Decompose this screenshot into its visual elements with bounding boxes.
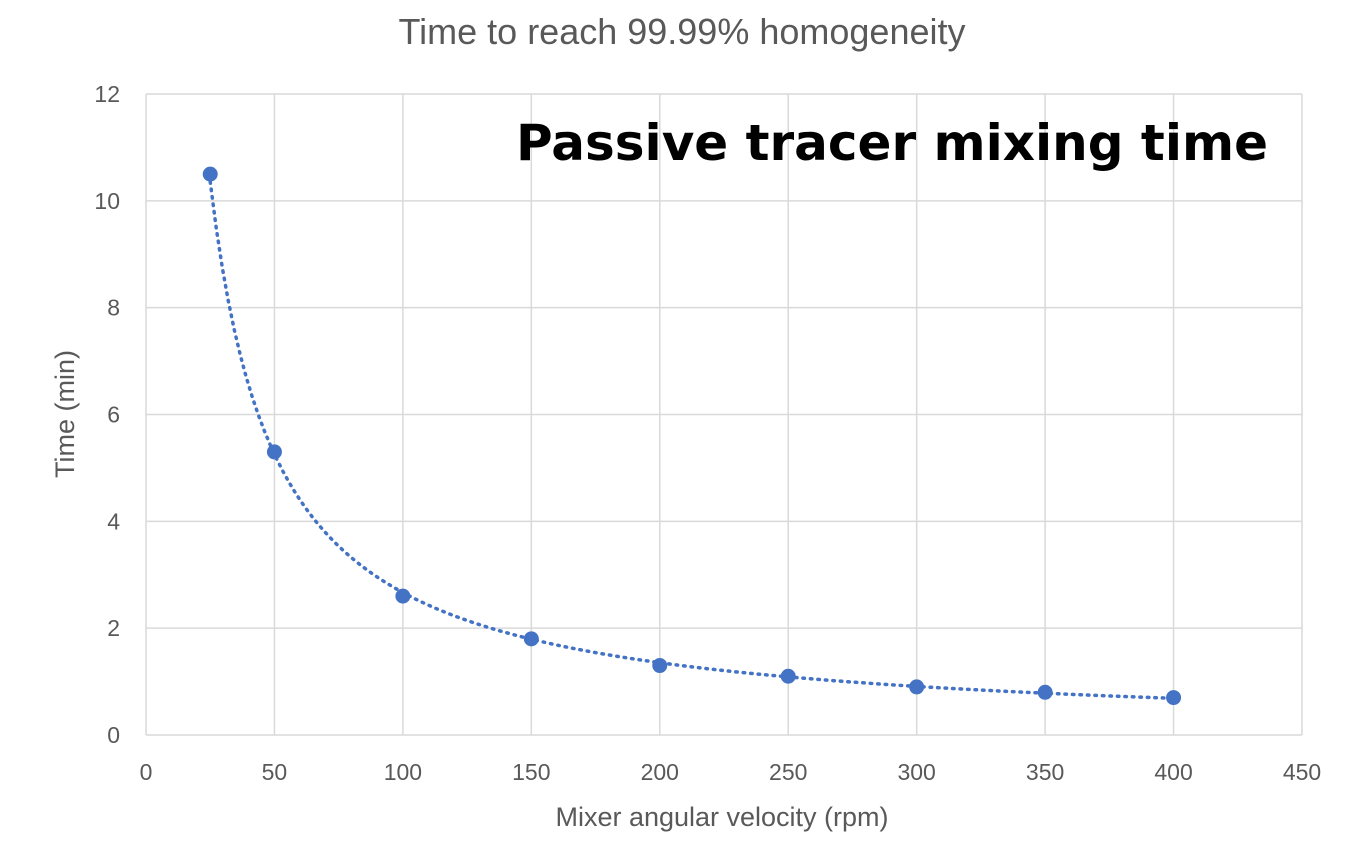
data-point — [780, 668, 796, 684]
y-tick-label: 0 — [107, 722, 120, 748]
x-tick-label: 450 — [1283, 759, 1321, 785]
x-tick-label: 250 — [769, 759, 807, 785]
chart-title: Time to reach 99.99% homogeneity — [399, 11, 966, 52]
trendline-layer — [208, 179, 1176, 701]
data-point — [1037, 684, 1053, 700]
data-point — [266, 444, 282, 460]
power-trendline — [208, 179, 1176, 701]
data-point — [523, 631, 539, 647]
chart-annotation: Passive tracer mixing time — [516, 114, 1268, 172]
x-tick-label: 150 — [512, 759, 550, 785]
x-tick-label: 50 — [262, 759, 288, 785]
x-axis-title: Mixer angular velocity (rpm) — [555, 802, 888, 832]
data-point — [652, 658, 668, 674]
x-tick-label: 350 — [1026, 759, 1064, 785]
grid-layer — [145, 93, 1303, 736]
data-points-layer — [202, 166, 1182, 706]
data-point — [909, 679, 925, 695]
tick-labels-layer: 0 50 100 150 200 250 300 350 400 450 0 2 4 6 8 10 12 — [94, 81, 1321, 785]
y-tick-label: 12 — [94, 81, 120, 107]
x-tick-label: 300 — [897, 759, 935, 785]
data-point — [395, 588, 411, 604]
x-tick-label: 200 — [641, 759, 679, 785]
y-tick-label: 4 — [107, 508, 120, 534]
y-tick-label: 6 — [107, 402, 120, 428]
x-tick-label: 100 — [384, 759, 422, 785]
y-tick-label: 8 — [107, 295, 120, 321]
y-tick-label: 10 — [94, 188, 120, 214]
data-point — [202, 166, 218, 182]
data-point — [1166, 690, 1182, 706]
x-tick-label: 400 — [1154, 759, 1192, 785]
y-tick-label: 2 — [107, 615, 120, 641]
y-axis-title: Time (min) — [50, 350, 80, 478]
x-tick-label: 0 — [140, 759, 153, 785]
